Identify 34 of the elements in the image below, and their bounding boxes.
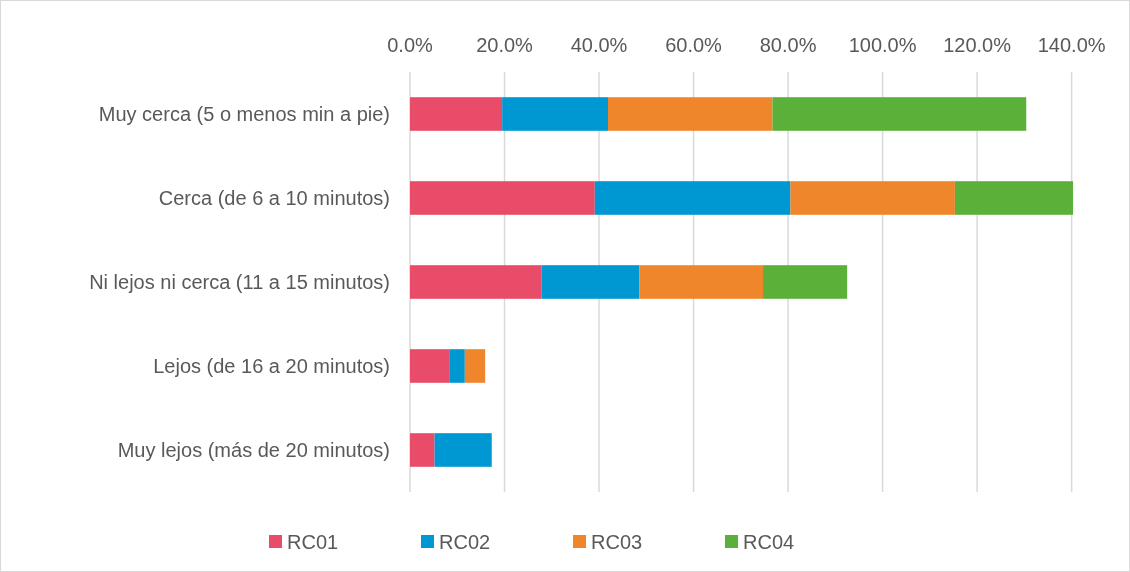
bar bbox=[772, 97, 1027, 131]
bar bbox=[594, 181, 791, 215]
bar bbox=[541, 265, 640, 299]
legend-label: RC03 bbox=[591, 531, 643, 553]
y-tick-label: Muy cerca (5 o menos min a pie) bbox=[98, 103, 390, 125]
y-tick-label: Ni lejos ni cerca (11 a 15 minutos) bbox=[89, 271, 390, 293]
y-tick-label: Lejos (de 16 a 20 minutos) bbox=[153, 355, 390, 377]
bar bbox=[410, 265, 542, 299]
bar bbox=[410, 181, 595, 215]
x-tick-label: 120.0% bbox=[943, 34, 1012, 56]
bar bbox=[410, 433, 435, 467]
bar bbox=[434, 433, 492, 467]
bar bbox=[410, 349, 450, 383]
x-tick-label: 100.0% bbox=[848, 34, 917, 56]
bar bbox=[608, 97, 773, 131]
x-tick-label: 60.0% bbox=[665, 34, 723, 56]
x-tick-label: 20.0% bbox=[476, 34, 534, 56]
bar bbox=[449, 349, 465, 383]
bar bbox=[502, 97, 609, 131]
bar bbox=[410, 97, 503, 131]
x-tick-label: 80.0% bbox=[759, 34, 817, 56]
bar bbox=[464, 349, 486, 383]
bar bbox=[954, 181, 1074, 215]
bar bbox=[763, 265, 848, 299]
legend-label: RC02 bbox=[439, 531, 491, 553]
legend-label: RC04 bbox=[743, 531, 795, 553]
legend-label: RC01 bbox=[287, 531, 339, 553]
y-tick-label: Muy lejos (más de 20 minutos) bbox=[117, 439, 390, 461]
x-tick-label: 0.0% bbox=[387, 34, 434, 56]
x-tick-label: 140.0% bbox=[1037, 34, 1106, 56]
bar bbox=[639, 265, 764, 299]
y-tick-label: Cerca (de 6 a 10 minutos) bbox=[158, 187, 390, 209]
x-tick-label: 40.0% bbox=[570, 34, 628, 56]
bar bbox=[790, 181, 955, 215]
